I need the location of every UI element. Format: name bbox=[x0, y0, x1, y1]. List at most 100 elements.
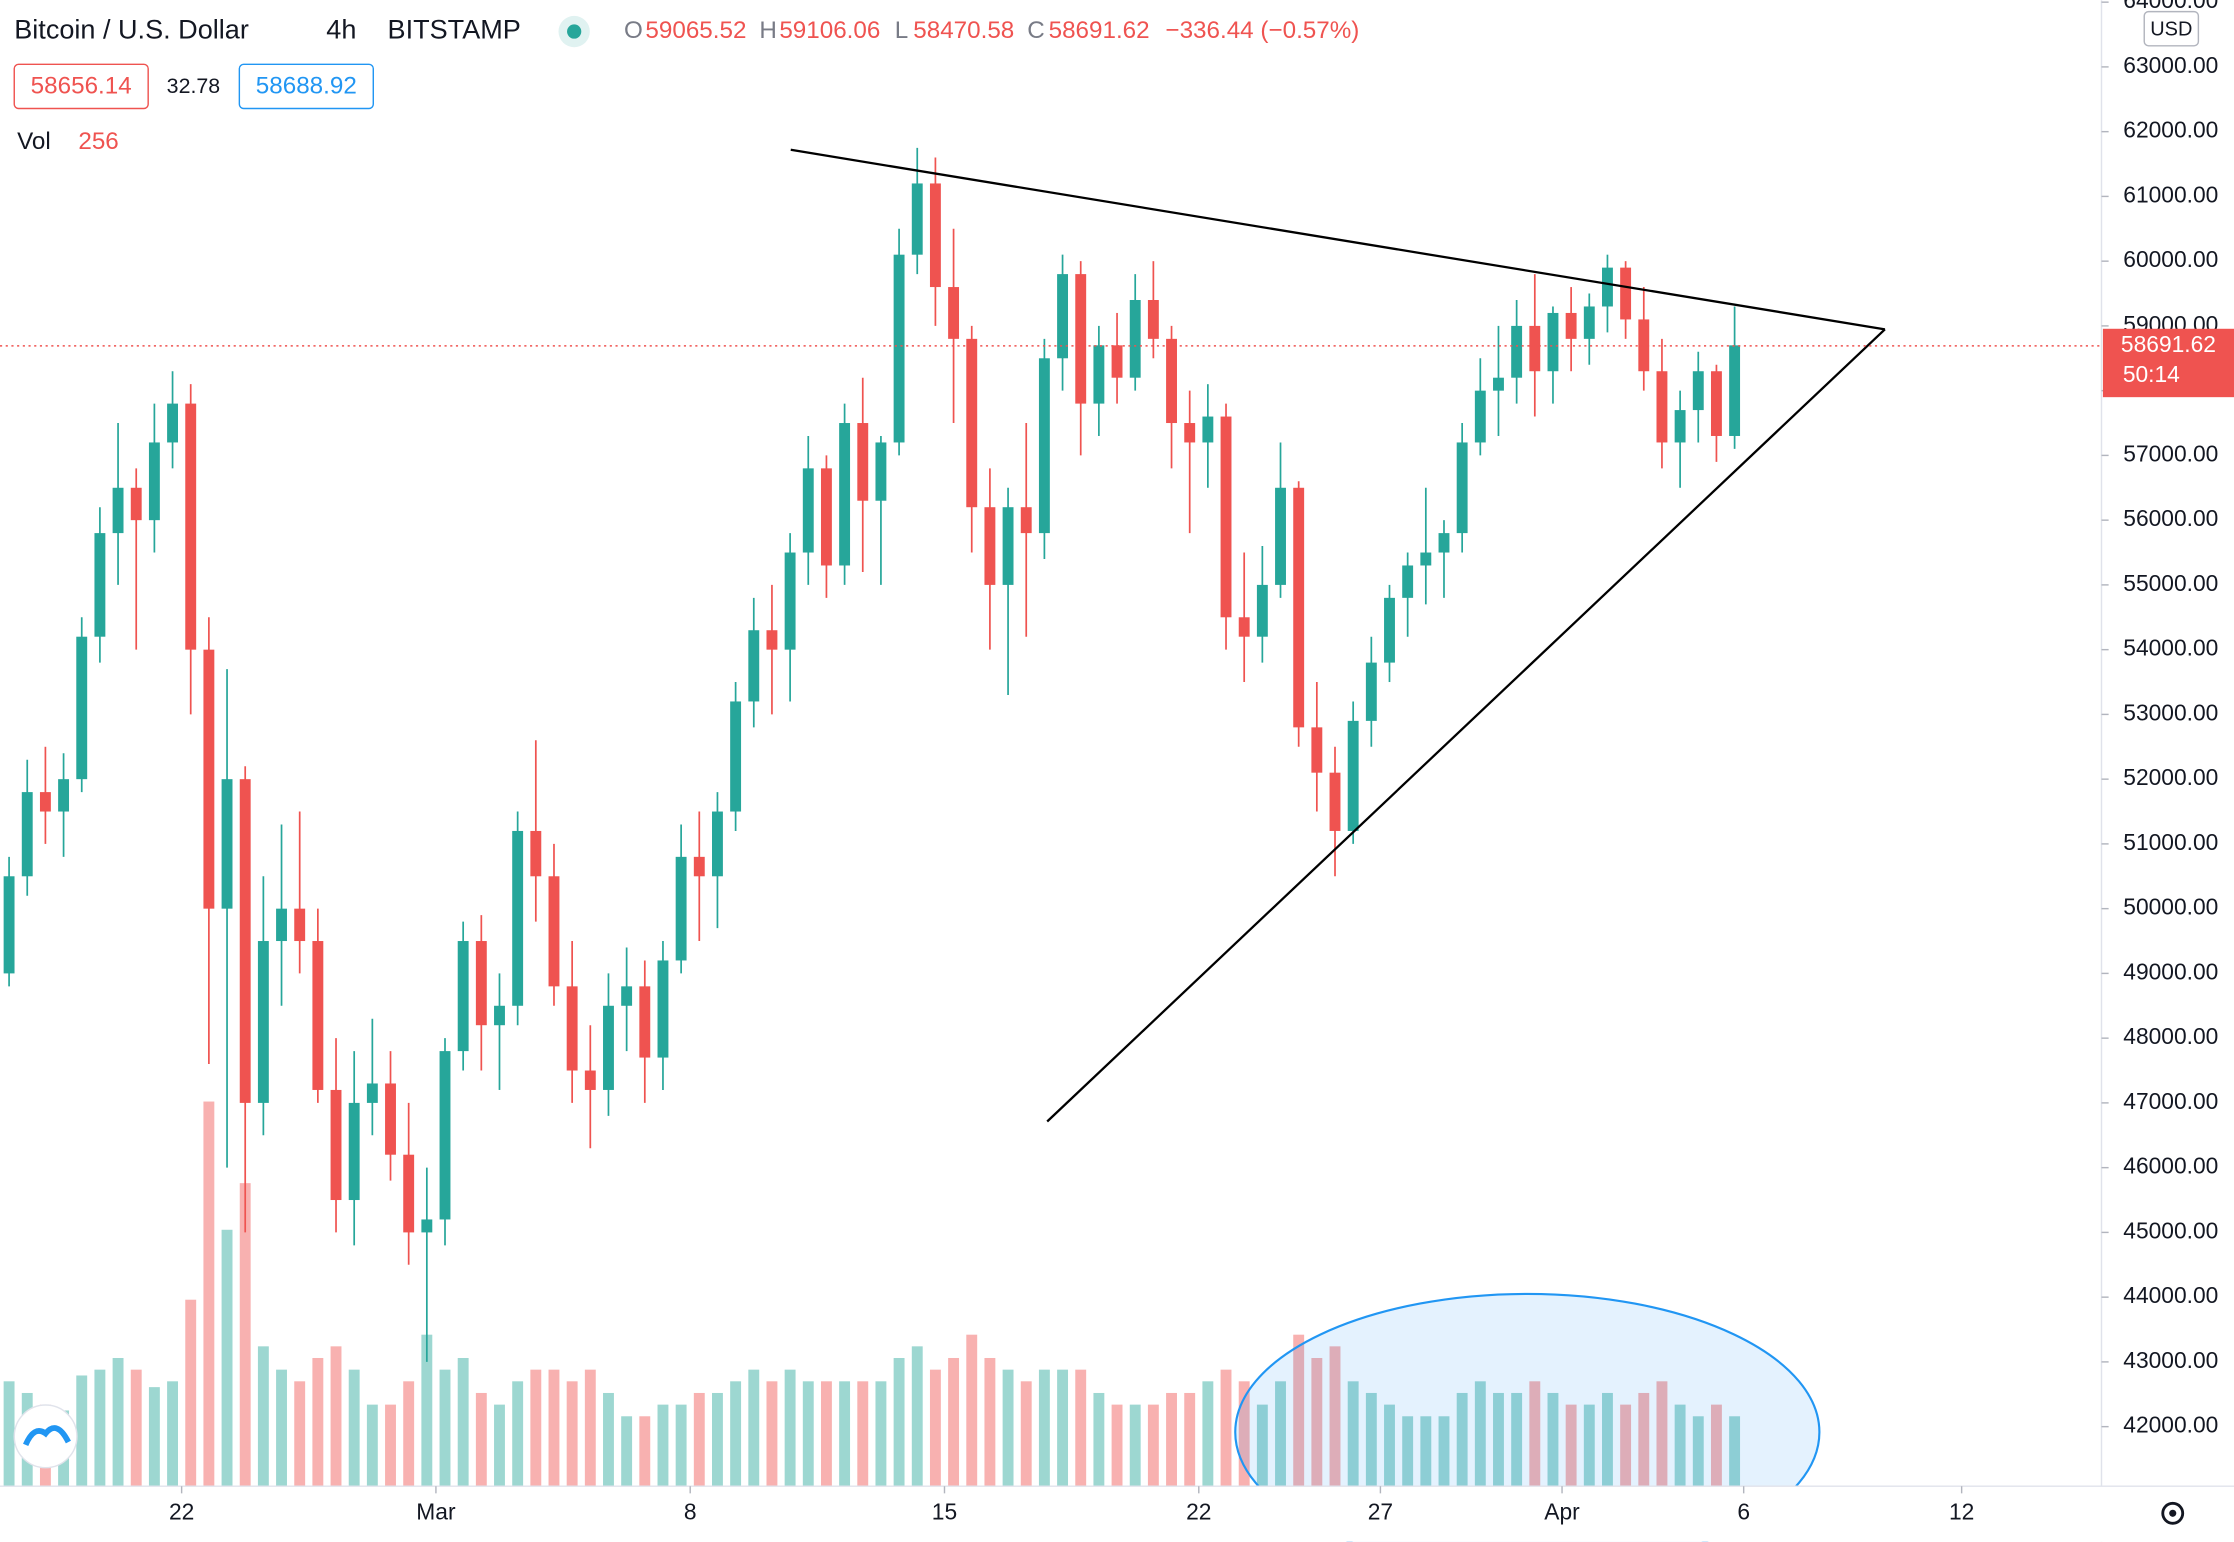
volume-bar bbox=[603, 1392, 614, 1487]
candle-body bbox=[294, 908, 306, 942]
candle-body bbox=[1384, 597, 1395, 663]
settings-icon-center bbox=[2169, 1509, 2177, 1517]
volume-bar bbox=[984, 1357, 996, 1487]
volume-bar bbox=[1311, 1357, 1323, 1487]
candle-body bbox=[1656, 371, 1668, 443]
candle-body bbox=[1438, 533, 1450, 553]
volume-bar bbox=[584, 1369, 596, 1487]
candle-body bbox=[1256, 584, 1268, 637]
bid[interactable]: 58656.14 bbox=[31, 73, 132, 100]
y-tick-label: 47000.00 bbox=[2123, 1088, 2218, 1114]
axes: 42000.00 43000.00 44000.00 45000.00 46000.00… bbox=[169, 0, 2218, 1524]
settings-icon[interactable] bbox=[2161, 1501, 2185, 1525]
candle-body bbox=[1347, 720, 1359, 831]
plot-area bbox=[3, 147, 1741, 1487]
candle-body bbox=[911, 183, 923, 255]
y-tick-label: 60000.00 bbox=[2123, 246, 2218, 272]
countdown: 50:14 bbox=[2123, 361, 2180, 387]
volume-bar bbox=[730, 1381, 742, 1487]
volume-bar bbox=[1256, 1404, 1268, 1487]
candle-body bbox=[312, 941, 324, 1090]
y-tick-label: 53000.00 bbox=[2123, 699, 2218, 725]
volume-bar bbox=[1093, 1392, 1105, 1487]
y-tick-label: 61000.00 bbox=[2123, 181, 2218, 207]
candle-body bbox=[1238, 617, 1250, 637]
volume-bar bbox=[294, 1381, 306, 1487]
ohlc-label: C bbox=[1027, 17, 1045, 44]
volume-bar bbox=[1583, 1404, 1595, 1487]
volume-bar bbox=[1674, 1404, 1686, 1487]
candle-body bbox=[1602, 267, 1613, 307]
volume-bar bbox=[1402, 1416, 1414, 1487]
spread: 32.78 bbox=[167, 74, 220, 98]
y-tick-label: 51000.00 bbox=[2123, 829, 2218, 855]
currency-box[interactable] bbox=[2143, 10, 2200, 47]
candle-body bbox=[257, 941, 269, 1103]
candle-body bbox=[984, 507, 996, 585]
candle-body bbox=[784, 552, 796, 650]
candle-body bbox=[39, 792, 51, 812]
volume-bar bbox=[185, 1299, 197, 1487]
ohlc-label: H bbox=[759, 17, 777, 44]
candle-body bbox=[1275, 487, 1286, 585]
candle-body bbox=[1547, 312, 1559, 372]
candle-body bbox=[494, 1005, 505, 1026]
volume-bar bbox=[94, 1369, 106, 1487]
volume-bar bbox=[1129, 1404, 1141, 1487]
volume-bar bbox=[76, 1375, 88, 1487]
volume-bar bbox=[1456, 1392, 1468, 1487]
ask[interactable]: 58688.92 bbox=[256, 73, 357, 100]
volume-bar bbox=[639, 1416, 651, 1487]
x-tick-label: 15 bbox=[932, 1498, 957, 1524]
volume-bar bbox=[1729, 1416, 1741, 1487]
candle-body bbox=[1093, 345, 1105, 404]
change: −336.44 (−0.57%) bbox=[1165, 17, 1359, 44]
last-price: 58691.62 bbox=[2121, 331, 2216, 357]
volume-bar bbox=[1057, 1369, 1069, 1487]
volume-bar bbox=[1293, 1334, 1305, 1487]
candle-body bbox=[1329, 772, 1341, 831]
x-tick-label: 22 bbox=[1186, 1498, 1211, 1524]
candle-body bbox=[639, 986, 651, 1058]
candle-body bbox=[203, 649, 215, 909]
currency[interactable]: USD bbox=[2150, 18, 2192, 40]
candle-body bbox=[820, 468, 832, 566]
volume-bar bbox=[1511, 1392, 1523, 1487]
volume-bar bbox=[1038, 1369, 1050, 1487]
volume-bar bbox=[1602, 1392, 1613, 1487]
volume-bar bbox=[1384, 1404, 1395, 1487]
x-tick-label: Mar bbox=[416, 1498, 456, 1524]
volume-bar bbox=[1147, 1404, 1159, 1487]
candle-body bbox=[1493, 377, 1504, 391]
volume-bar bbox=[1565, 1404, 1577, 1487]
candle-body bbox=[1129, 300, 1141, 378]
candle-body bbox=[76, 636, 88, 780]
candle-body bbox=[693, 856, 705, 877]
y-tick-label: 42000.00 bbox=[2123, 1412, 2218, 1438]
volume-bar bbox=[403, 1381, 415, 1487]
candle-body bbox=[1402, 565, 1414, 598]
volume-bar bbox=[1002, 1369, 1014, 1487]
candle-body bbox=[330, 1089, 342, 1201]
y-tick-label: 49000.00 bbox=[2123, 958, 2218, 984]
candle-body bbox=[21, 792, 33, 877]
candle-body bbox=[1729, 345, 1741, 436]
candle-body bbox=[1020, 507, 1032, 534]
volume-bar bbox=[1111, 1404, 1123, 1487]
trend-line-lower bbox=[1046, 328, 1886, 1123]
y-tick-label: 44000.00 bbox=[2123, 1282, 2218, 1308]
volume-bar bbox=[1620, 1404, 1632, 1487]
bid-box[interactable] bbox=[13, 63, 149, 110]
y-tick-label: 48000.00 bbox=[2123, 1023, 2218, 1049]
volume-bar bbox=[1166, 1392, 1177, 1487]
volume-bar bbox=[748, 1369, 760, 1487]
ohlc-value: 58691.62 bbox=[1049, 17, 1150, 44]
candle-body bbox=[1511, 325, 1523, 378]
volume-bar bbox=[875, 1381, 887, 1487]
ask-box[interactable] bbox=[238, 63, 374, 110]
y-tick-label: 43000.00 bbox=[2123, 1347, 2218, 1373]
volume-bar bbox=[112, 1357, 124, 1487]
volume-bar bbox=[1184, 1392, 1196, 1487]
